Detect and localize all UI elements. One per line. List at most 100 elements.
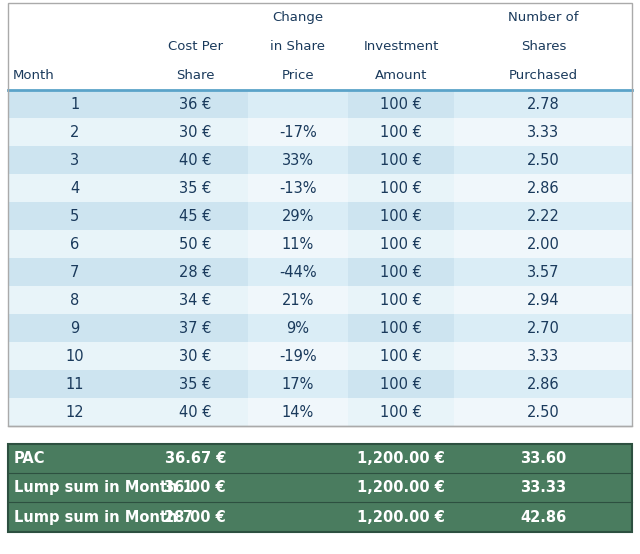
Text: Number of: Number of <box>508 11 579 24</box>
Bar <box>454 90 632 118</box>
Bar <box>348 286 454 314</box>
Bar <box>348 398 454 426</box>
Text: 2.86: 2.86 <box>527 181 559 196</box>
Text: 29%: 29% <box>282 209 314 224</box>
Bar <box>348 314 454 342</box>
Text: Share: Share <box>176 69 214 82</box>
Bar <box>8 444 142 473</box>
Bar <box>8 90 142 118</box>
Bar <box>454 444 632 473</box>
Bar <box>142 146 248 174</box>
Text: 100 €: 100 € <box>380 321 422 336</box>
Bar <box>142 174 248 202</box>
Bar <box>348 174 454 202</box>
Text: 2.78: 2.78 <box>527 97 560 112</box>
Text: 37 €: 37 € <box>179 321 211 336</box>
Bar <box>142 502 248 532</box>
Text: 11: 11 <box>66 377 84 392</box>
Bar <box>454 146 632 174</box>
Text: 36 €: 36 € <box>179 97 211 112</box>
Bar <box>248 146 348 174</box>
Bar <box>248 230 348 258</box>
Bar <box>8 502 142 532</box>
Text: 100 €: 100 € <box>380 97 422 112</box>
Text: 33.33: 33.33 <box>520 480 566 495</box>
Bar <box>142 286 248 314</box>
Bar <box>248 258 348 286</box>
Text: 2.70: 2.70 <box>527 321 560 336</box>
Text: 1,200.00 €: 1,200.00 € <box>357 480 445 495</box>
Text: 3: 3 <box>70 153 79 168</box>
Text: 2.50: 2.50 <box>527 153 560 168</box>
Text: 36.67 €: 36.67 € <box>164 451 226 466</box>
Bar <box>248 119 348 146</box>
Bar <box>348 90 454 118</box>
Text: 7: 7 <box>70 265 79 280</box>
Text: 1: 1 <box>70 97 79 112</box>
Text: 33%: 33% <box>282 153 314 168</box>
Bar <box>8 230 142 258</box>
Text: 8: 8 <box>70 293 79 307</box>
Text: 42.86: 42.86 <box>520 510 566 525</box>
Bar <box>248 90 348 118</box>
Text: 33.60: 33.60 <box>520 451 566 466</box>
Text: 30 €: 30 € <box>179 125 211 140</box>
Bar <box>142 230 248 258</box>
Text: 100 €: 100 € <box>380 181 422 196</box>
Bar <box>348 202 454 230</box>
Text: -17%: -17% <box>279 125 317 140</box>
Bar <box>248 202 348 230</box>
Text: 100 €: 100 € <box>380 377 422 392</box>
Text: 2.94: 2.94 <box>527 293 559 307</box>
Bar <box>454 258 632 286</box>
Text: 100 €: 100 € <box>380 125 422 140</box>
Text: 40 €: 40 € <box>179 404 211 419</box>
Text: 28 €: 28 € <box>179 265 211 280</box>
Text: 100 €: 100 € <box>380 265 422 280</box>
Bar <box>8 342 142 370</box>
Bar <box>454 314 632 342</box>
Text: Month: Month <box>13 69 54 82</box>
Bar <box>454 370 632 398</box>
Text: 100 €: 100 € <box>380 237 422 252</box>
Text: 2.86: 2.86 <box>527 377 559 392</box>
Text: 9: 9 <box>70 321 79 336</box>
Bar <box>348 444 454 473</box>
Bar <box>248 370 348 398</box>
Bar <box>8 3 632 90</box>
Bar <box>248 174 348 202</box>
Text: Lump sum in Month 1: Lump sum in Month 1 <box>14 480 193 495</box>
Bar <box>348 473 454 502</box>
Text: 100 €: 100 € <box>380 293 422 307</box>
Bar <box>454 119 632 146</box>
Text: Amount: Amount <box>375 69 427 82</box>
Text: -44%: -44% <box>279 265 317 280</box>
Bar <box>454 230 632 258</box>
Text: -19%: -19% <box>279 348 317 363</box>
Text: 5: 5 <box>70 209 79 224</box>
Bar <box>348 146 454 174</box>
Bar <box>8 370 142 398</box>
Text: 2: 2 <box>70 125 79 140</box>
Text: 100 €: 100 € <box>380 209 422 224</box>
Text: 3.33: 3.33 <box>527 125 559 140</box>
Bar <box>248 444 348 473</box>
Bar <box>8 258 142 286</box>
Text: 30 €: 30 € <box>179 348 211 363</box>
Text: 9%: 9% <box>287 321 309 336</box>
Text: Cost Per: Cost Per <box>168 40 223 53</box>
Text: 4: 4 <box>70 181 79 196</box>
Text: 17%: 17% <box>282 377 314 392</box>
Text: 2.00: 2.00 <box>527 237 560 252</box>
Bar <box>348 230 454 258</box>
Bar <box>8 119 142 146</box>
Text: 1,200.00 €: 1,200.00 € <box>357 510 445 525</box>
Bar <box>348 342 454 370</box>
Bar <box>454 473 632 502</box>
Bar <box>142 90 248 118</box>
Bar <box>248 398 348 426</box>
Text: 100 €: 100 € <box>380 348 422 363</box>
Bar <box>248 342 348 370</box>
Bar <box>8 473 142 502</box>
Bar <box>8 314 142 342</box>
